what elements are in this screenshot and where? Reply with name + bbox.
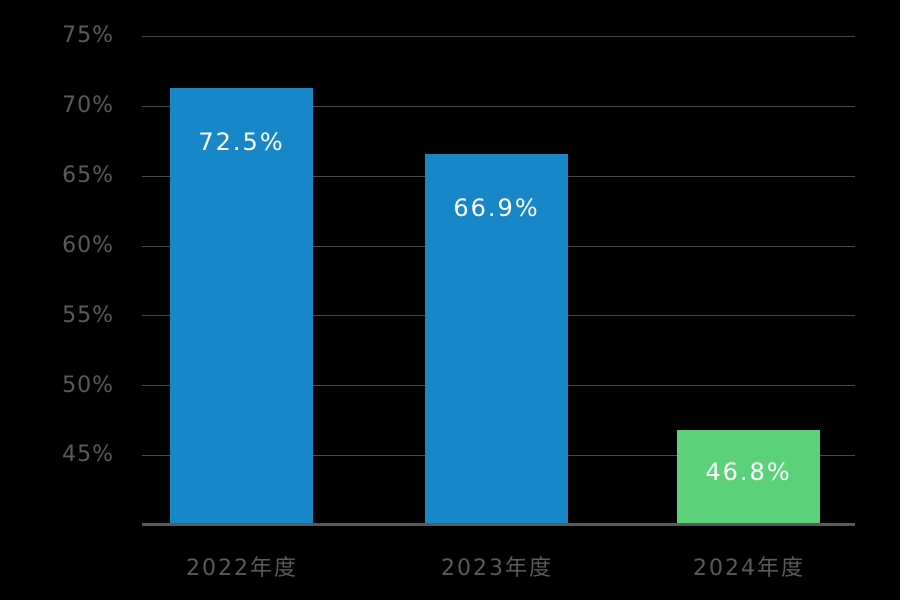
y-tick-55: 55% [62, 303, 114, 328]
bar-value-label: 46.8% [705, 458, 792, 486]
gridline-70 [142, 106, 855, 107]
bar-2023: 66.9% [425, 154, 568, 524]
bar-2022: 72.5% [170, 88, 313, 524]
y-tick-60: 60% [62, 233, 114, 258]
y-tick-45: 45% [62, 442, 114, 467]
y-tick-75: 75% [62, 23, 114, 48]
bar-value-label: 66.9% [453, 194, 540, 222]
x-tick-2022: 2022年度 [186, 556, 298, 581]
bar-value-label: 72.5% [198, 128, 285, 156]
bar-2024: 46.8% [677, 430, 820, 524]
y-tick-50: 50% [62, 373, 114, 398]
y-tick-65: 65% [62, 163, 114, 188]
x-axis-line [142, 523, 855, 526]
gridline-75 [142, 36, 855, 37]
y-tick-70: 70% [62, 93, 114, 118]
x-tick-2023: 2023年度 [441, 556, 553, 581]
x-tick-2024: 2024年度 [693, 556, 805, 581]
